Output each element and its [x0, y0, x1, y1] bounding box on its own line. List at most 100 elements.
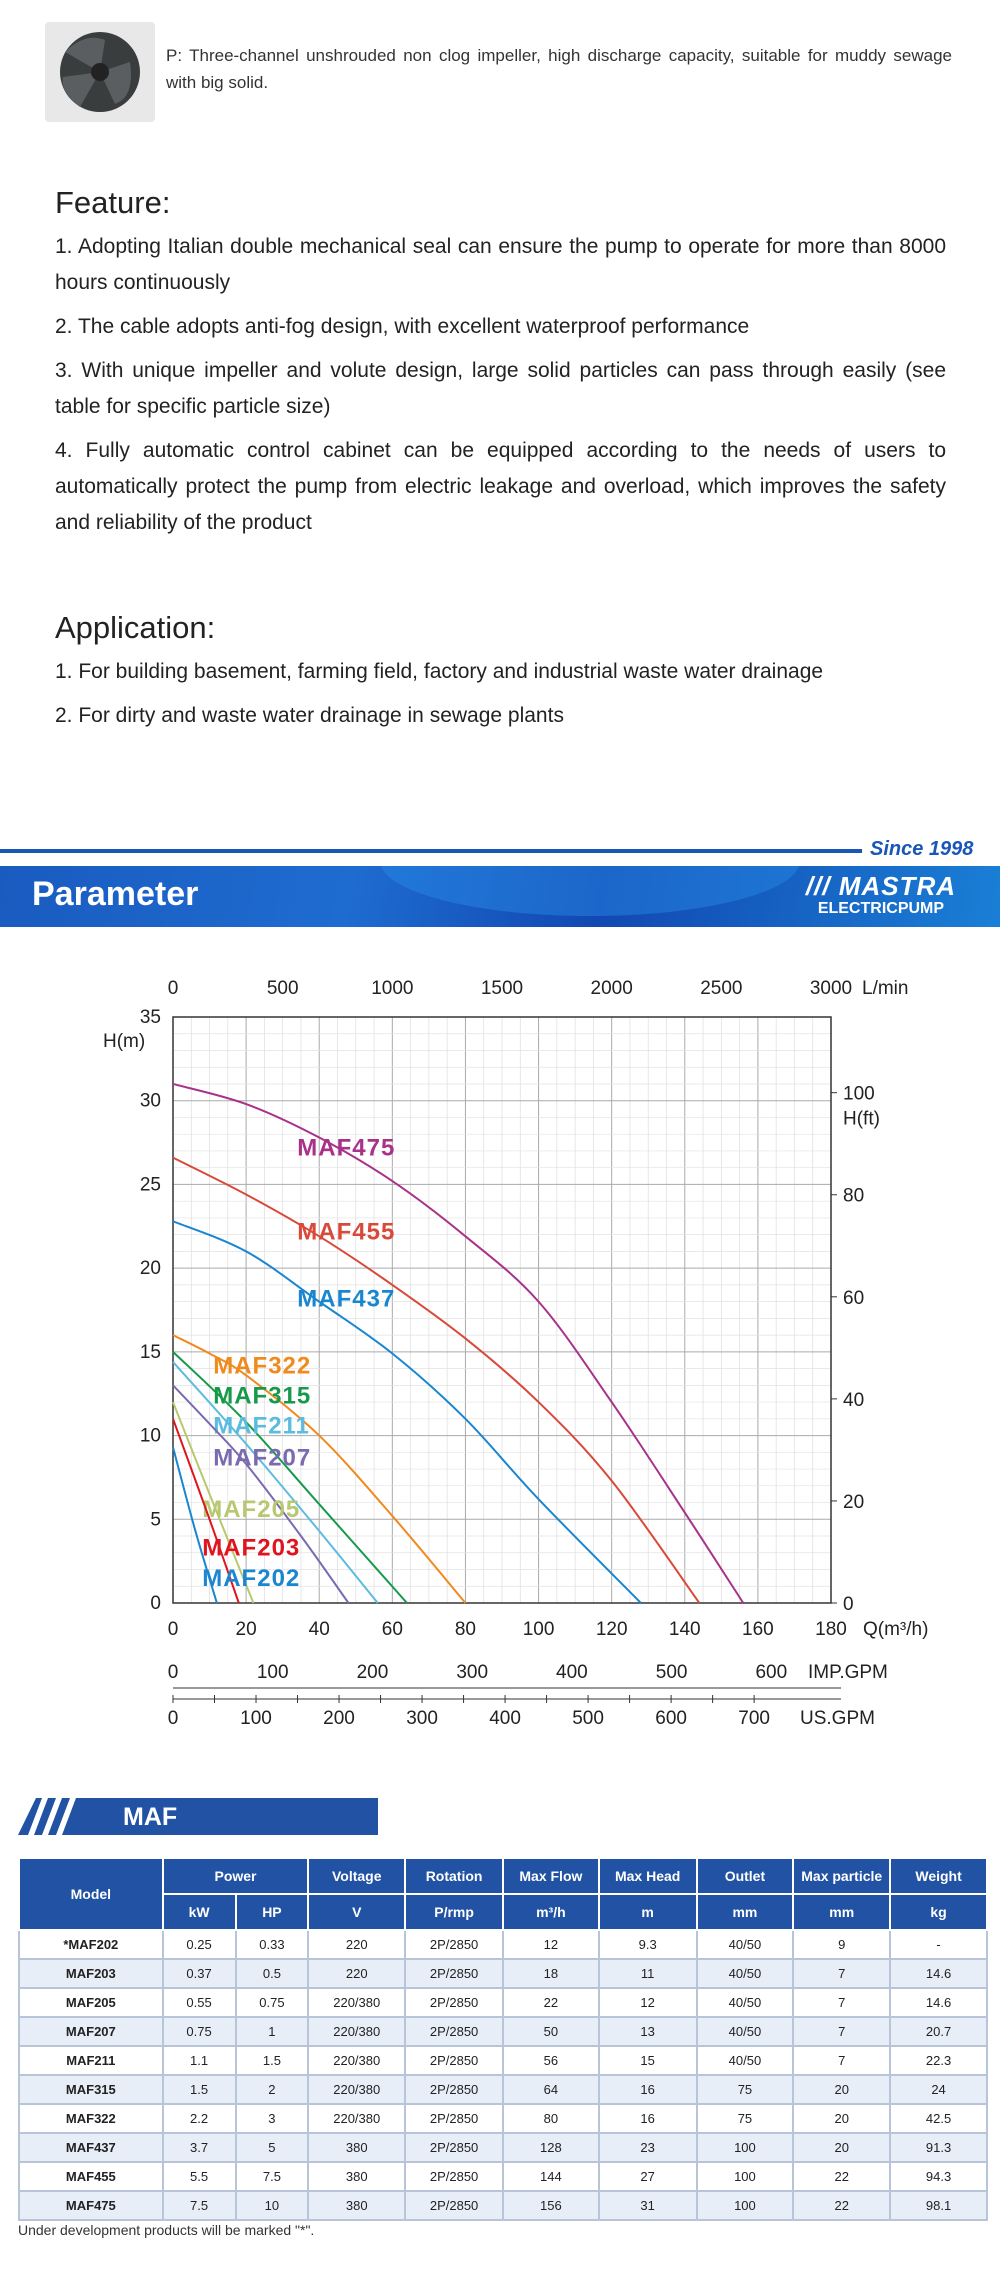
table-row: MAF203 0.37 0.5 220 2P/2850 18 11 40/50 7 14.6 [18, 1958, 988, 1989]
table-note: Under development products will be marke… [18, 2222, 315, 2238]
table-cell: 12 [597, 1987, 698, 2018]
unit-header: kW [161, 1893, 237, 1931]
imp-tick-label: 0 [168, 1662, 179, 1683]
us-tick-label: 100 [240, 1708, 272, 1729]
table-cell: 2.2 [161, 2103, 237, 2134]
table-cell: 128 [502, 2132, 600, 2163]
table-cell: 2P/2850 [404, 1958, 504, 1989]
table-cell: 0.55 [161, 1987, 237, 2018]
table-cell: 94.3 [889, 2161, 988, 2192]
table-cell: 15 [597, 2045, 698, 2076]
table-cell: 91.3 [889, 2132, 988, 2163]
series-tab: MAF [18, 1798, 378, 1835]
header-power: Power [161, 1857, 310, 1895]
table-cell: 20 [792, 2103, 892, 2134]
y-tick-label: 30 [140, 1091, 161, 1112]
imp-tick-label: 500 [656, 1662, 688, 1683]
table-cell: 80 [502, 2103, 600, 2134]
table-cell: 2 [234, 2074, 310, 2105]
table-cell: 100 [695, 2161, 795, 2192]
table-cell: 40/50 [695, 1987, 795, 2018]
y-tick-label: 20 [140, 1258, 161, 1279]
curve-label: MAF205 [202, 1496, 300, 1523]
us-tick-label: 600 [655, 1708, 687, 1729]
table-cell: 220/380 [307, 2016, 407, 2047]
curve-maf437 [172, 1220, 642, 1604]
table-cell: 20.7 [889, 2016, 988, 2047]
divider-line [0, 849, 862, 853]
table-row: *MAF202 0.25 0.33 220 2P/2850 12 9.3 40/50 9- [18, 1929, 988, 1960]
curve-label: MAF455 [297, 1218, 395, 1245]
table-cell: 2P/2850 [404, 1929, 504, 1960]
table-cell: 22 [792, 2161, 892, 2192]
unit-header: mm [695, 1893, 795, 1931]
table-cell: 13 [597, 2016, 698, 2047]
parameter-banner: Parameter /// MASTRA ELECTRICPUMP [0, 866, 1000, 927]
logo-subtitle: ELECTRICPUMP [817, 900, 945, 917]
model-cell: MAF437 [18, 2132, 164, 2163]
table-cell: 40/50 [695, 2045, 795, 2076]
table-cell: 380 [307, 2190, 407, 2221]
unit-header: m³/h [502, 1893, 600, 1931]
table-cell: 100 [695, 2132, 795, 2163]
table-cell: 31 [597, 2190, 698, 2221]
table-cell: 2P/2850 [404, 2161, 504, 2192]
x-tick-label: 60 [382, 1619, 403, 1640]
table-cell: 2P/2850 [404, 2190, 504, 2221]
curve-label: MAF202 [202, 1565, 300, 1592]
table-cell: 7.5 [234, 2161, 310, 2192]
table-cell: 2P/2850 [404, 2016, 504, 2047]
header-voltage: Voltage [307, 1857, 407, 1895]
us-tick-label: 300 [406, 1708, 438, 1729]
table-cell: 220/380 [307, 1987, 407, 2018]
model-cell: MAF207 [18, 2016, 164, 2047]
table-cell: 380 [307, 2161, 407, 2192]
table-cell: 22 [792, 2190, 892, 2221]
header-weight: Weight [889, 1857, 988, 1895]
table-cell: 9 [792, 1929, 892, 1960]
table-row: MAF315 1.5 2 220/380 2P/2850 64 16 75 20 24 [18, 2074, 988, 2105]
table-cell: 100 [695, 2190, 795, 2221]
y-axis-label: H(m) [103, 1031, 145, 1052]
table-cell: 0.33 [234, 1929, 310, 1960]
unit-header: mm [792, 1893, 892, 1931]
table-cell: 220 [307, 1929, 407, 1960]
header-model: Model [18, 1857, 164, 1931]
spec-table: Model Power Voltage Rotation Max Flow Ma… [18, 1857, 988, 2221]
model-cell: MAF211 [18, 2045, 164, 2076]
table-cell: 0.37 [161, 1958, 237, 1989]
feature-item: 4. Fully automatic control cabinet can b… [55, 439, 946, 534]
model-cell: MAF315 [18, 2074, 164, 2105]
table-cell: 0.75 [161, 2016, 237, 2047]
curve-maf203 [172, 1418, 240, 1604]
table-cell: 40/50 [695, 1958, 795, 1989]
header-rotation: Rotation [404, 1857, 504, 1895]
table-cell: 16 [597, 2103, 698, 2134]
table-cell: 7 [792, 2045, 892, 2076]
model-cell: MAF322 [18, 2103, 164, 2134]
unit-header: kg [889, 1893, 988, 1931]
y-tick-label: 5 [150, 1509, 161, 1530]
y2-axis-label: H(ft) [843, 1109, 880, 1130]
y2-tick-label: 0 [843, 1594, 854, 1615]
curve-label: MAF315 [213, 1382, 311, 1409]
lmin-tick-label: 3000 [810, 978, 852, 999]
logo-mark: /// MASTRA [805, 871, 956, 901]
y-tick-label: 0 [150, 1593, 161, 1614]
table-cell: 1.5 [234, 2045, 310, 2076]
y-tick-label: 10 [140, 1426, 161, 1447]
imp-tick-label: 600 [755, 1662, 787, 1683]
curve-maf205 [172, 1401, 255, 1604]
x-tick-label: 0 [168, 1619, 179, 1640]
lmin-tick-label: 500 [267, 978, 299, 999]
curve-maf202 [172, 1447, 218, 1604]
y2-tick-label: 100 [843, 1084, 875, 1105]
features-section: Feature: 1. Adopting Italian double mech… [55, 185, 946, 549]
table-cell: - [889, 1929, 988, 1960]
curve-label: MAF437 [297, 1285, 395, 1312]
model-cell: MAF205 [18, 1987, 164, 2018]
table-cell: 56 [502, 2045, 600, 2076]
table-row: MAF322 2.2 3 220/380 2P/2850 80 16 75 20 42.5 [18, 2103, 988, 2134]
table-cell: 16 [597, 2074, 698, 2105]
curve-maf455 [172, 1156, 701, 1604]
